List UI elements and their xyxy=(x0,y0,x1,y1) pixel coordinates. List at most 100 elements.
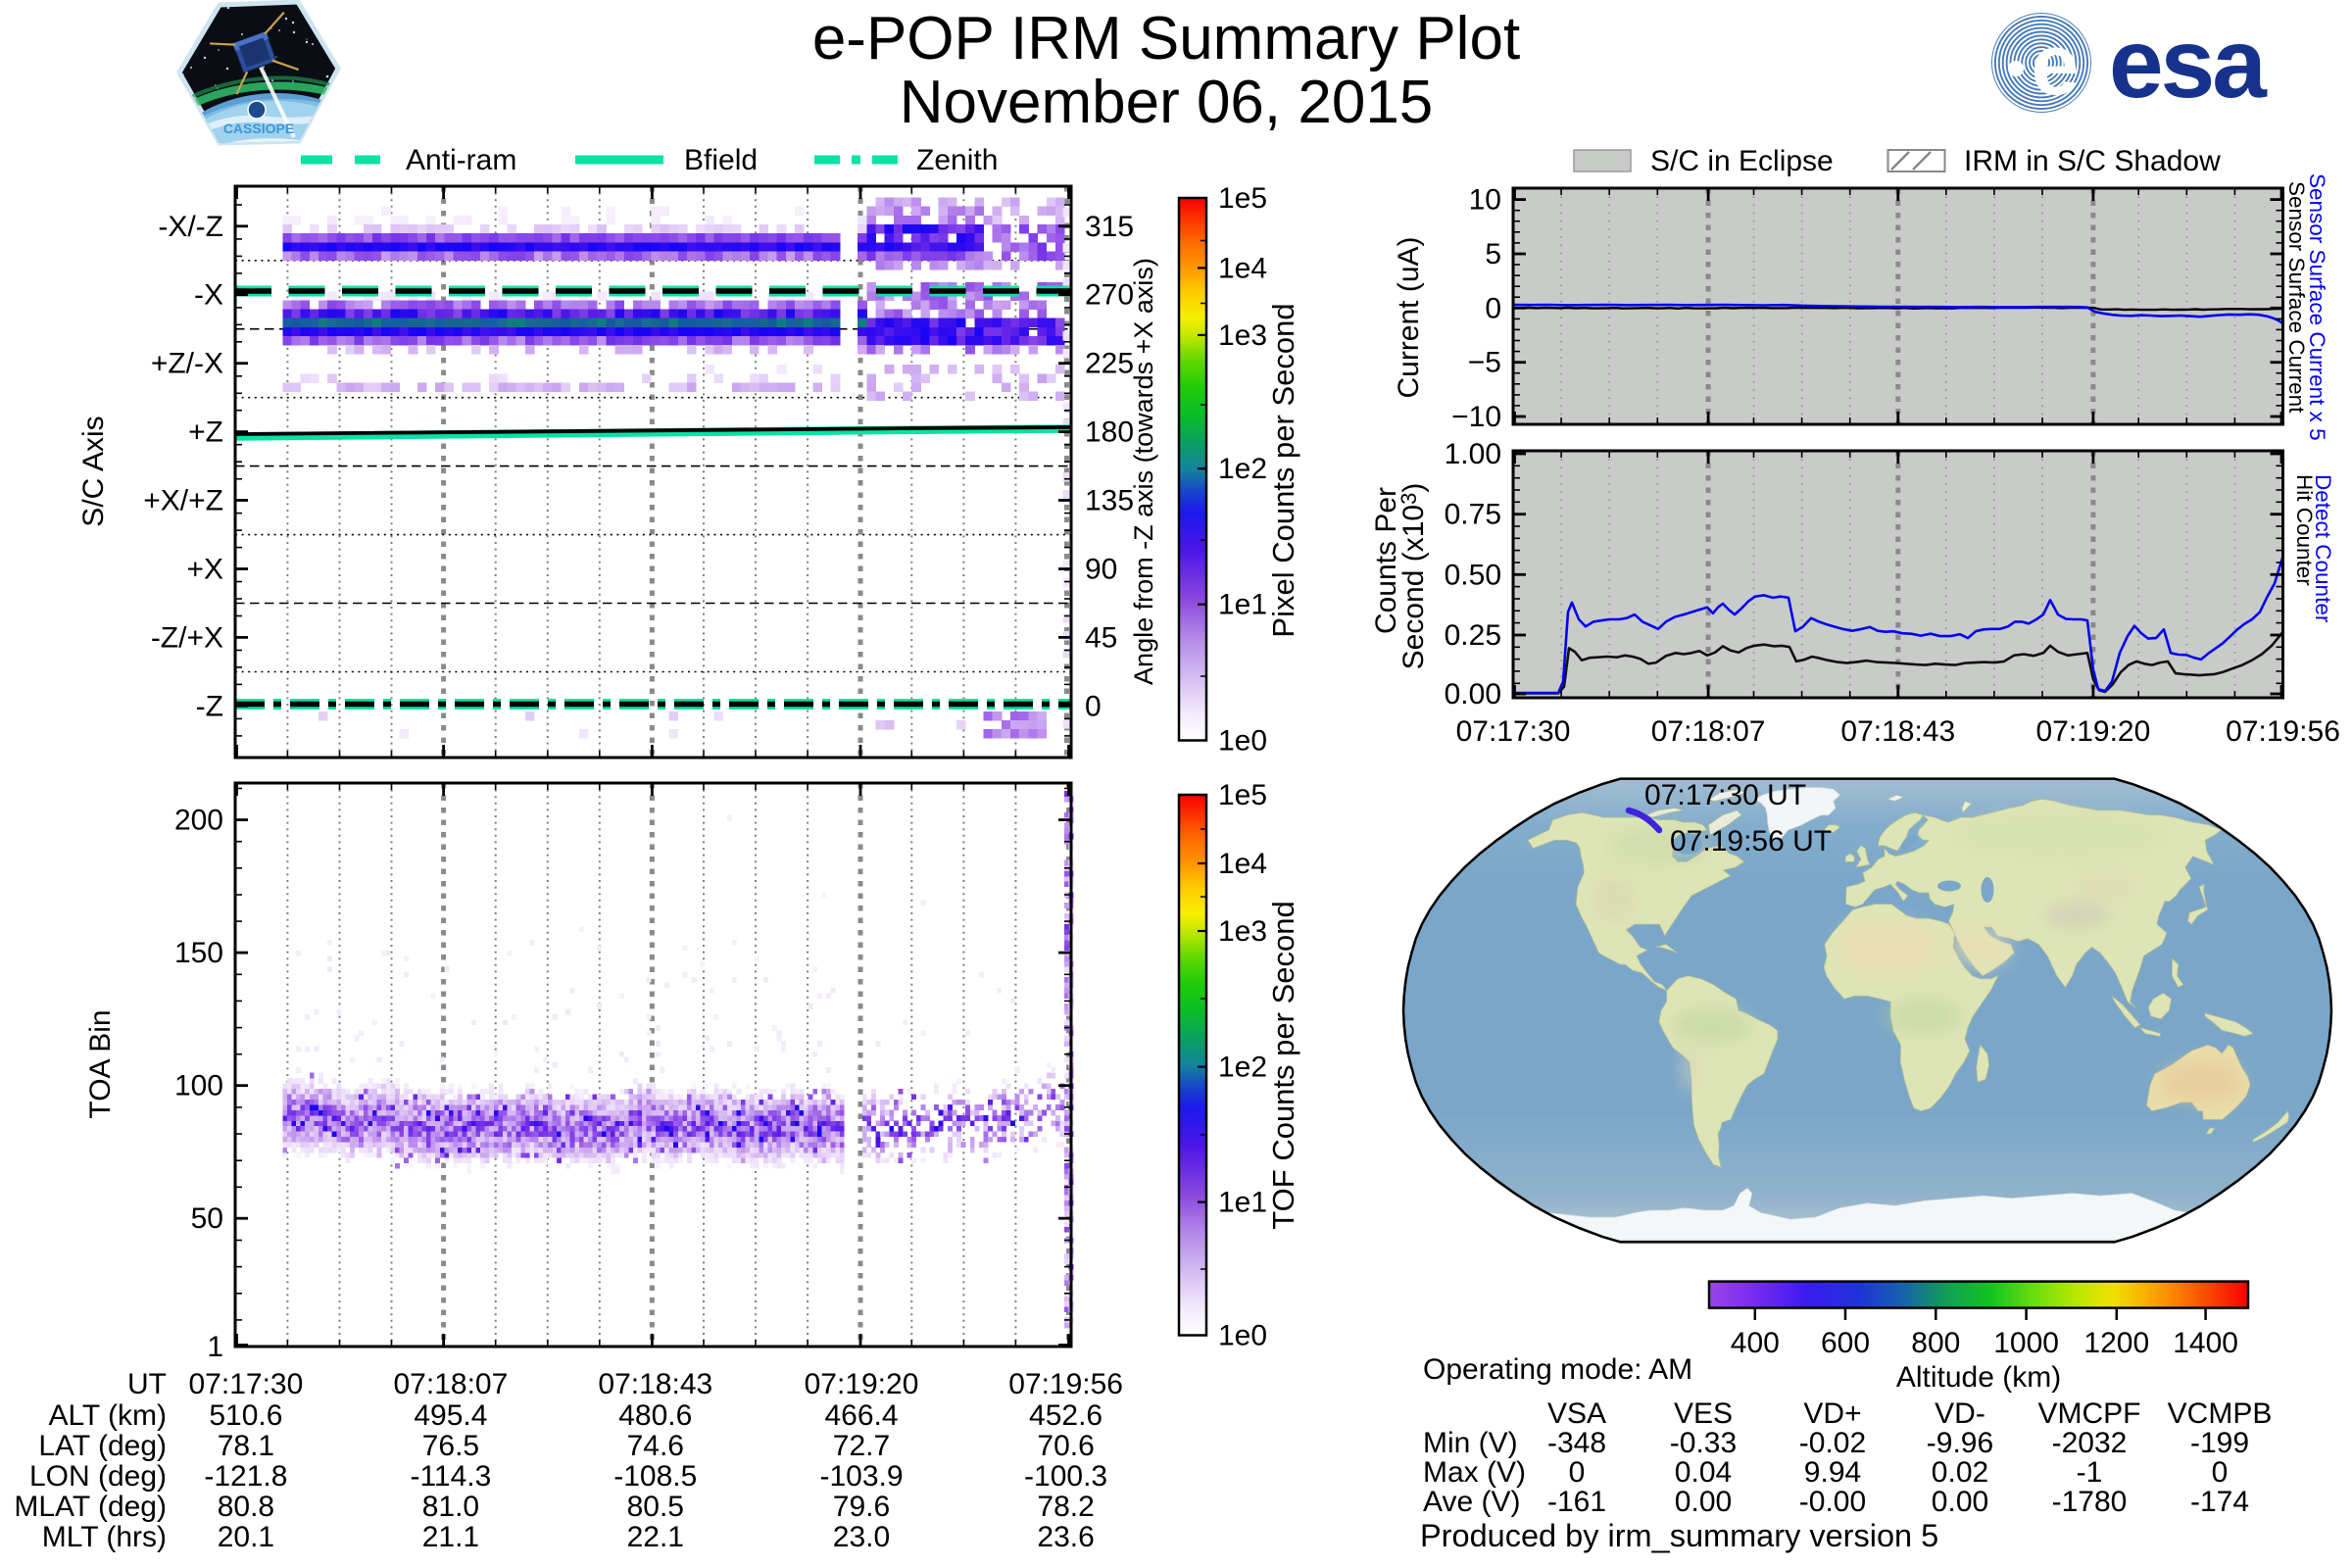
svg-text:-X/-Z: -X/-Z xyxy=(158,211,223,243)
svg-text:-9.96: -9.96 xyxy=(1927,1427,1993,1459)
svg-text:0: 0 xyxy=(1485,292,1501,324)
svg-text:0: 0 xyxy=(2212,1456,2229,1489)
svg-text:07:18:07: 07:18:07 xyxy=(1651,715,1766,748)
svg-text:ALT (km): ALT (km) xyxy=(48,1399,167,1432)
svg-text:07:17:30: 07:17:30 xyxy=(189,1368,304,1400)
svg-text:1e2: 1e2 xyxy=(1218,453,1267,485)
svg-text:50: 50 xyxy=(191,1202,223,1235)
svg-text:74.6: 74.6 xyxy=(627,1430,684,1462)
svg-text:45: 45 xyxy=(1085,621,1117,654)
svg-text:180: 180 xyxy=(1085,416,1134,449)
svg-text:70.6: 70.6 xyxy=(1037,1430,1094,1462)
svg-text:23.0: 23.0 xyxy=(833,1521,890,1553)
svg-text:23.6: 23.6 xyxy=(1037,1521,1094,1553)
svg-text:1e4: 1e4 xyxy=(1218,252,1267,284)
svg-text:S/C in Eclipse: S/C in Eclipse xyxy=(1650,145,1834,177)
svg-text:135: 135 xyxy=(1085,485,1134,517)
svg-text:72.7: 72.7 xyxy=(833,1430,890,1462)
svg-text:Ave (V): Ave (V) xyxy=(1423,1486,1520,1518)
svg-text:November 06, 2015: November 06, 2015 xyxy=(900,69,1434,136)
svg-text:452.6: 452.6 xyxy=(1029,1399,1102,1432)
svg-text:Pixel Counts per Second: Pixel Counts per Second xyxy=(1266,303,1300,637)
svg-text:UT: UT xyxy=(127,1368,167,1400)
svg-text:07:18:43: 07:18:43 xyxy=(1840,715,1955,748)
svg-text:1.00: 1.00 xyxy=(1445,438,1501,470)
svg-text:0.04: 0.04 xyxy=(1675,1456,1732,1489)
svg-text:-0.33: -0.33 xyxy=(1670,1427,1737,1459)
svg-text:07:17:30 UT: 07:17:30 UT xyxy=(1644,779,1806,811)
svg-text:1: 1 xyxy=(207,1331,223,1363)
svg-text:07:19:56: 07:19:56 xyxy=(2226,715,2340,748)
svg-text:100: 100 xyxy=(174,1070,223,1102)
svg-text:76.5: 76.5 xyxy=(422,1430,479,1462)
svg-text:Angle from -Z axis (towards +X: Angle from -Z axis (towards +X axis) xyxy=(1129,258,1158,685)
svg-text:600: 600 xyxy=(1821,1327,1870,1359)
svg-text:78.1: 78.1 xyxy=(218,1430,274,1462)
svg-text:MLT (hrs): MLT (hrs) xyxy=(42,1521,167,1553)
svg-text:10: 10 xyxy=(1469,184,1501,217)
svg-text:VES: VES xyxy=(1674,1397,1733,1430)
svg-text:466.4: 466.4 xyxy=(824,1399,898,1432)
svg-text:07:19:56 UT: 07:19:56 UT xyxy=(1670,825,1832,858)
svg-text:-348: -348 xyxy=(1547,1427,1606,1459)
svg-text:1e1: 1e1 xyxy=(1218,589,1267,621)
svg-text:Current (uA): Current (uA) xyxy=(1393,236,1425,398)
svg-text:1e0: 1e0 xyxy=(1218,725,1267,758)
svg-text:1e5: 1e5 xyxy=(1218,182,1267,215)
svg-text:495.4: 495.4 xyxy=(414,1399,487,1432)
svg-text:Produced by irm_summary versio: Produced by irm_summary version 5 xyxy=(1420,1518,1938,1553)
svg-text:Sensor Surface Current x 5: Sensor Surface Current x 5 xyxy=(2305,173,2329,441)
svg-text:VCMPB: VCMPB xyxy=(2168,1397,2273,1430)
svg-text:07:19:56: 07:19:56 xyxy=(1008,1368,1123,1400)
svg-text:1e5: 1e5 xyxy=(1218,779,1267,811)
svg-text:81.0: 81.0 xyxy=(422,1491,479,1523)
svg-text:-161: -161 xyxy=(1547,1486,1606,1518)
svg-text:e: e xyxy=(2032,16,2080,113)
svg-text:VMCPF: VMCPF xyxy=(2038,1397,2141,1430)
svg-text:Altitude (km): Altitude (km) xyxy=(1896,1361,2061,1394)
svg-text:TOF Counts per Second: TOF Counts per Second xyxy=(1266,901,1300,1229)
svg-text:0.50: 0.50 xyxy=(1445,559,1501,591)
svg-text:-114.3: -114.3 xyxy=(410,1460,491,1493)
svg-text:Zenith: Zenith xyxy=(916,144,998,176)
svg-text:-X: -X xyxy=(194,279,223,312)
svg-text:80.5: 80.5 xyxy=(627,1491,684,1523)
svg-text:-1780: -1780 xyxy=(2052,1486,2128,1518)
svg-text:5: 5 xyxy=(1485,238,1501,270)
svg-text:22.1: 22.1 xyxy=(627,1521,684,1553)
svg-text:VD-: VD- xyxy=(1935,1397,1985,1430)
svg-text:78.2: 78.2 xyxy=(1037,1491,1094,1523)
svg-text:IRM in S/C Shadow: IRM in S/C Shadow xyxy=(1964,145,2221,177)
svg-text:1e3: 1e3 xyxy=(1218,319,1267,352)
svg-text:-0.02: -0.02 xyxy=(1799,1427,1866,1459)
svg-text:1e0: 1e0 xyxy=(1218,1320,1267,1352)
svg-text:-199: -199 xyxy=(2190,1427,2249,1459)
svg-text:TOA Bin: TOA Bin xyxy=(84,1009,117,1118)
svg-text:Sensor Surface Current: Sensor Surface Current xyxy=(2284,181,2309,414)
svg-text:400: 400 xyxy=(1731,1327,1780,1359)
svg-text:79.6: 79.6 xyxy=(833,1491,890,1523)
svg-text:VSA: VSA xyxy=(1547,1397,1606,1430)
svg-text:90: 90 xyxy=(1085,554,1117,586)
svg-text:0: 0 xyxy=(1569,1456,1586,1489)
svg-text:07:18:43: 07:18:43 xyxy=(598,1368,712,1400)
svg-text:270: 270 xyxy=(1085,279,1134,312)
svg-text:80.8: 80.8 xyxy=(218,1491,274,1523)
svg-text:0.02: 0.02 xyxy=(1932,1456,1988,1489)
svg-text:CASSIOPE: CASSIOPE xyxy=(223,121,294,136)
svg-text:Min (V): Min (V) xyxy=(1423,1427,1518,1459)
svg-text:0.00: 0.00 xyxy=(1675,1486,1732,1518)
svg-text:Detect Counter: Detect Counter xyxy=(2311,474,2335,623)
svg-text:9.94: 9.94 xyxy=(1804,1456,1861,1489)
svg-text:0: 0 xyxy=(1085,690,1102,722)
svg-text:21.1: 21.1 xyxy=(422,1521,479,1553)
svg-text:1e2: 1e2 xyxy=(1218,1052,1267,1084)
svg-text:+X: +X xyxy=(186,554,223,586)
svg-text:-Z/+X: -Z/+X xyxy=(151,621,223,654)
svg-text:esa: esa xyxy=(2109,9,2268,119)
svg-text:-0.00: -0.00 xyxy=(1799,1486,1866,1518)
svg-text:1e3: 1e3 xyxy=(1218,915,1267,948)
svg-text:07:19:20: 07:19:20 xyxy=(2036,715,2151,748)
svg-text:1200: 1200 xyxy=(2083,1327,2149,1359)
svg-text:0.00: 0.00 xyxy=(1445,678,1501,710)
